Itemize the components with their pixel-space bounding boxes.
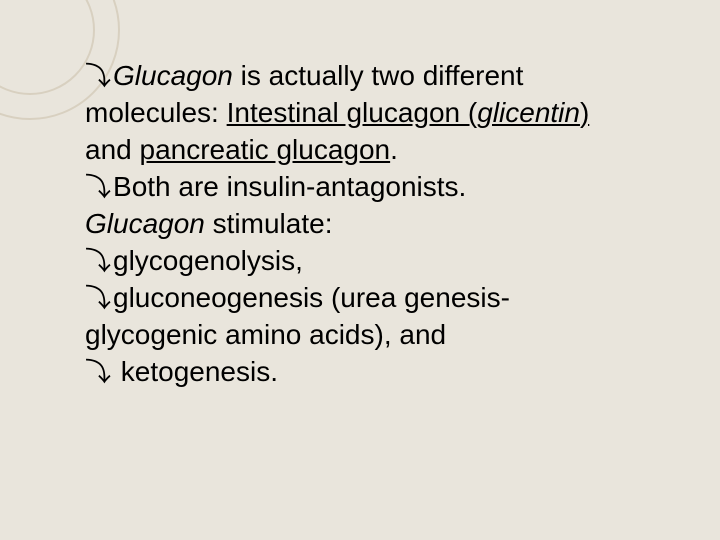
text-pancreatic-glucagon: pancreatic glucagon [140,134,391,165]
text-glucagon-2: Glucagon [85,208,205,239]
text-l1b: is actually two different [233,60,524,91]
bullet-icon: ⤵ [85,59,111,93]
text-l5b: stimulate: [205,208,333,239]
para-line-4: ⤵Both are insulin-antagonists. [85,169,680,206]
para-line-6: ⤵glycogenolysis, [85,243,680,280]
para-line-8: ⤵ ketogenesis. [85,354,680,391]
slide-content: ⤵Glucagon is actually two different mole… [85,58,680,391]
bullet-icon: ⤵ [85,244,111,278]
text-intestinal-glucagon: Intestinal glucagon ( [227,97,478,128]
text-l3c: . [390,134,398,165]
bullet-icon: ⤵ [85,170,111,204]
para-line-2: molecules: Intestinal glucagon (glicenti… [85,95,680,132]
text-l2a: molecules: [85,97,227,128]
text-l6: glycogenolysis, [113,245,303,276]
text-l8: ketogenesis. [113,356,278,387]
para-line-7a: ⤵gluconeogenesis (urea genesis- [85,280,680,317]
bullet-icon: ⤵ [85,281,111,315]
text-l7b: glycogenic amino acids), and [85,319,446,350]
text-l2d: ) [580,97,589,128]
text-l4: Both are insulin-antagonists. [113,171,466,202]
text-glicentin: glicentin [477,97,580,128]
para-line-7b: glycogenic amino acids), and [85,317,680,354]
para-line-1: ⤵Glucagon is actually two different [85,58,680,95]
text-l7a: gluconeogenesis (urea genesis- [113,282,510,313]
text-glucagon-1: Glucagon [113,60,233,91]
para-line-3: and pancreatic glucagon. [85,132,680,169]
text-l3a: and [85,134,140,165]
para-line-5: Glucagon stimulate: [85,206,680,243]
bullet-icon: ⤵ [85,355,111,389]
